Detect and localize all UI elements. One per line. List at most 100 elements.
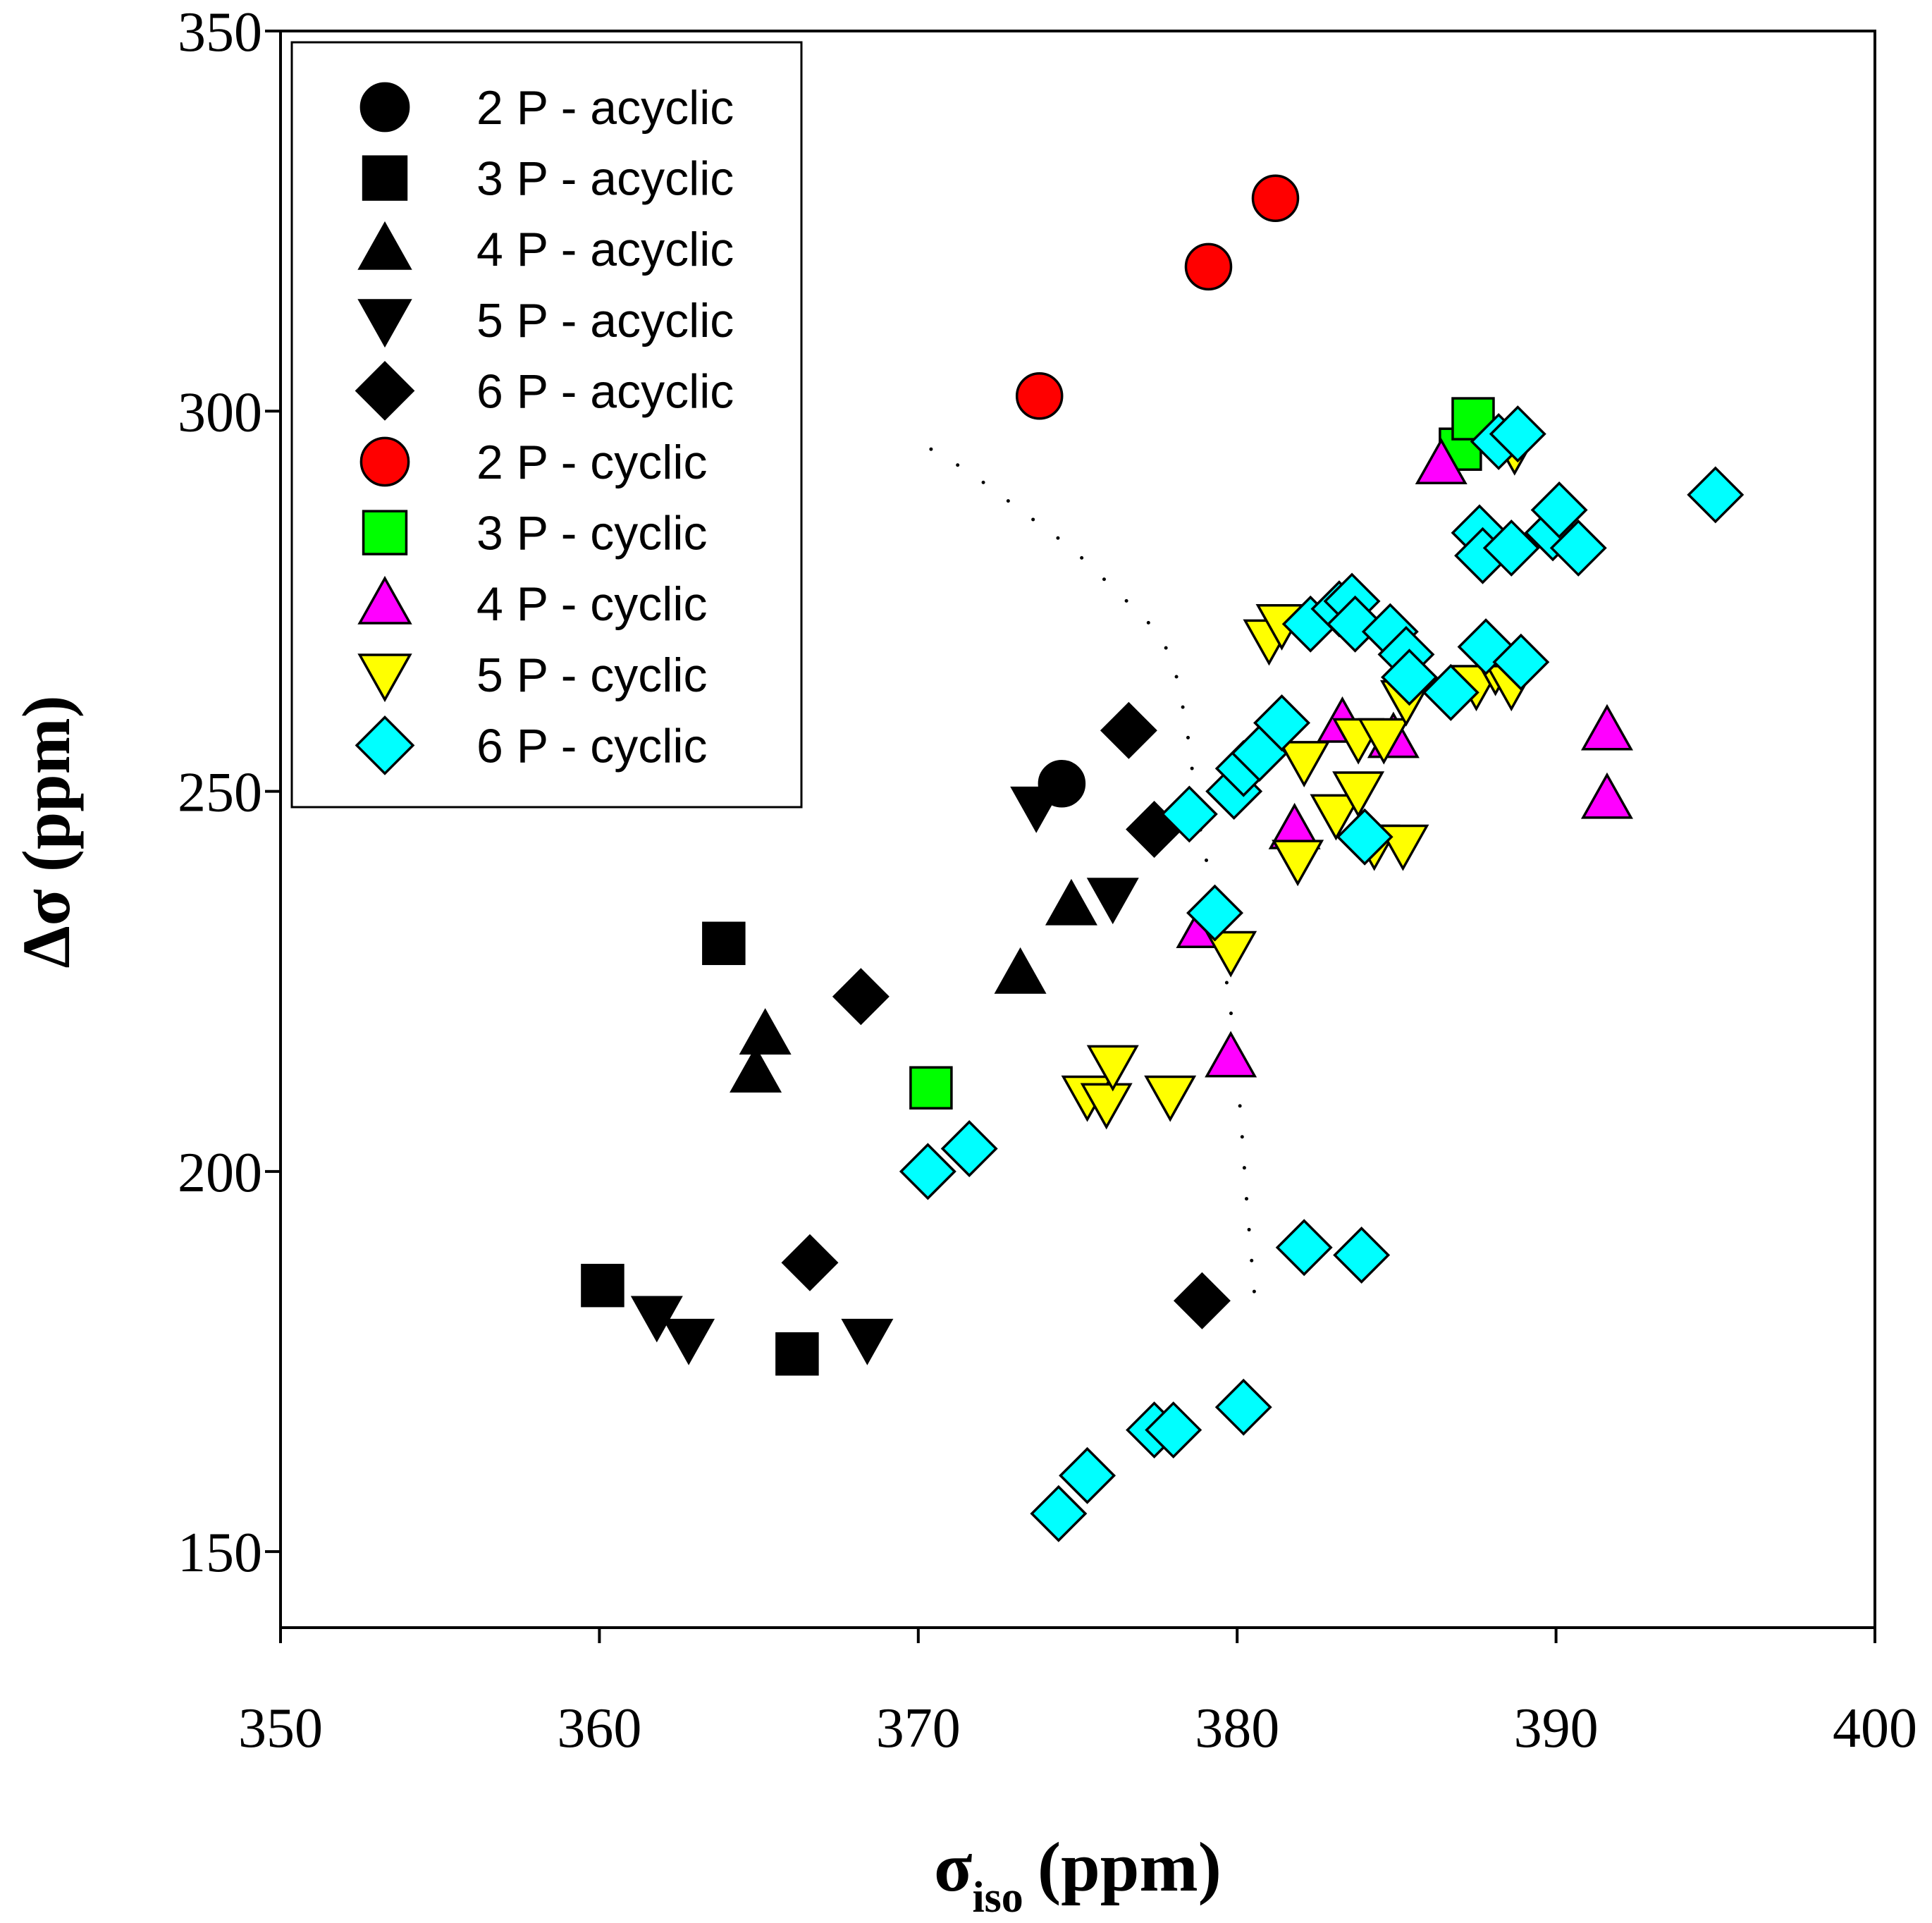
- plot-frame: [279, 30, 1876, 1629]
- data-point-s1-2: [775, 1332, 819, 1376]
- legend-marker-5: [359, 436, 410, 487]
- x-tick-label-350: 350: [238, 1697, 323, 1759]
- legend-label-3: 5 P - acyclic: [476, 294, 734, 348]
- data-point-s9-10: [1186, 884, 1244, 942]
- y-tick-label-250: 250: [178, 762, 262, 824]
- legend-marker-7: [357, 575, 412, 625]
- legend-label-1: 3 P - acyclic: [476, 152, 734, 206]
- data-point-s3-1: [663, 1318, 715, 1365]
- y-axis-title: Δσ (ppm): [8, 695, 84, 968]
- data-point-s1-0: [702, 921, 746, 966]
- series-6p-cyclic: [899, 405, 1745, 1542]
- y-tick-label-350: 350: [178, 1, 262, 63]
- series-5p-acyclic: [630, 786, 1139, 1365]
- data-point-s2-3: [1045, 878, 1097, 926]
- data-point-s8-13: [1358, 718, 1410, 765]
- series-3p-acyclic: [581, 921, 819, 1376]
- data-point-s9-7: [1275, 1219, 1333, 1277]
- legend-label-0: 2 P - acyclic: [476, 81, 734, 135]
- legend-entry-2: 4 P - acyclic: [357, 221, 734, 276]
- data-point-s4-2: [1100, 701, 1157, 759]
- legend-marker-2: [357, 221, 412, 270]
- legend-entry-6: 3 P - cyclic: [362, 507, 707, 560]
- legend-marker-6: [362, 510, 408, 555]
- x-tick-label-390: 390: [1514, 1697, 1599, 1759]
- data-point-s9-5: [1145, 1401, 1202, 1459]
- legend-entry-8: 5 P - cyclic: [357, 649, 707, 703]
- legend-label-9: 6 P - cyclic: [476, 719, 707, 773]
- data-point-s9-0: [899, 1143, 956, 1200]
- data-point-s9-19: [1336, 808, 1393, 866]
- data-point-s5-2: [1251, 174, 1300, 223]
- data-point-s9-6: [1214, 1378, 1272, 1436]
- data-point-s2-1: [730, 1046, 782, 1093]
- data-point-s8-4: [1205, 930, 1257, 978]
- data-point-s8-7: [1272, 840, 1324, 887]
- legend-label-6: 3 P - cyclic: [476, 507, 707, 560]
- legend-entry-4: 6 P - acyclic: [355, 361, 734, 421]
- data-point-s9-2: [1030, 1485, 1088, 1542]
- data-point-s8-2: [1086, 1045, 1139, 1092]
- data-point-s7-0: [1415, 438, 1468, 485]
- data-point-s3-4: [1086, 878, 1139, 925]
- legend-marker-8: [357, 653, 412, 703]
- legend-label-2: 4 P - acyclic: [476, 223, 734, 276]
- data-point-s9-34: [1687, 466, 1745, 524]
- data-point-s9-14: [1253, 694, 1311, 751]
- x-axis-unit: (ppm): [1038, 1828, 1222, 1906]
- data-point-s3-0: [630, 1296, 683, 1343]
- data-point-s6-0: [909, 1066, 953, 1110]
- data-point-s3-3: [1010, 786, 1063, 833]
- x-axis-symbol: σ: [934, 1828, 972, 1906]
- x-tick-label-400: 400: [1833, 1697, 1917, 1759]
- data-point-s9-32: [1530, 481, 1588, 539]
- data-point-s8-1: [1080, 1083, 1133, 1130]
- series-2p-cyclic: [1015, 174, 1300, 420]
- data-point-s2-2: [994, 947, 1047, 994]
- legend-entry-5: 2 P - cyclic: [359, 436, 707, 489]
- data-point-s4-0: [781, 1234, 839, 1291]
- data-point-s9-33: [1549, 519, 1607, 577]
- y-tick-label-200: 200: [178, 1142, 262, 1204]
- data-point-s7-2: [1580, 772, 1633, 819]
- x-tick-label-370: 370: [876, 1697, 961, 1759]
- legend-label-5: 2 P - cyclic: [476, 436, 707, 489]
- data-point-s7-1: [1580, 704, 1633, 751]
- x-tick-label-360: 360: [557, 1697, 641, 1759]
- data-point-s9-1: [940, 1120, 998, 1177]
- data-point-s4-1: [832, 968, 890, 1026]
- legend-entry-9: 6 P - cyclic: [355, 715, 707, 775]
- legend: 2 P - acyclic 3 P - acyclic 4 P - acyclic 5…: [290, 41, 803, 809]
- data-point-s9-29: [1489, 405, 1546, 463]
- legend-label-4: 6 P - acyclic: [476, 364, 734, 418]
- x-tick-label-380: 380: [1195, 1697, 1279, 1759]
- data-point-s4-4: [1173, 1272, 1231, 1329]
- series-4p-acyclic: [730, 878, 1097, 1093]
- legend-label-8: 5 P - cyclic: [476, 649, 707, 702]
- legend-entry-7: 4 P - cyclic: [357, 575, 707, 631]
- data-point-s7-4: [1205, 1031, 1257, 1078]
- legend-entry-3: 5 P - acyclic: [357, 294, 734, 348]
- legend-entry-0: 2 P - acyclic: [359, 81, 734, 135]
- data-point-s9-3: [1059, 1446, 1116, 1504]
- data-point-s9-23: [1422, 663, 1479, 721]
- data-point-s5-1: [1184, 242, 1233, 291]
- series-6p-acyclic: [781, 701, 1231, 1329]
- legend-entry-1: 3 P - acyclic: [362, 152, 734, 206]
- x-axis-title: σiso (ppm): [934, 1828, 1222, 1922]
- data-point-s9-30: [1492, 633, 1550, 691]
- data-point-s1-1: [581, 1263, 624, 1308]
- legend-marker-3: [357, 299, 412, 348]
- data-point-s8-9: [1310, 794, 1362, 841]
- legend-marker-4: [355, 361, 415, 421]
- data-point-s5-0: [1015, 371, 1064, 420]
- data-point-s2-0: [739, 1008, 792, 1055]
- data-point-s9-28: [1482, 519, 1540, 577]
- axes: 350 360 370 380 390 400 150 200 250 300 350: [178, 1, 1917, 1759]
- legend-marker-1: [362, 155, 408, 201]
- data-point-s8-8: [1278, 741, 1331, 788]
- legend-marker-0: [359, 82, 410, 133]
- y-tick-label-150: 150: [178, 1522, 262, 1584]
- axis-titles: σiso (ppm) Δσ (ppm): [8, 695, 1222, 1922]
